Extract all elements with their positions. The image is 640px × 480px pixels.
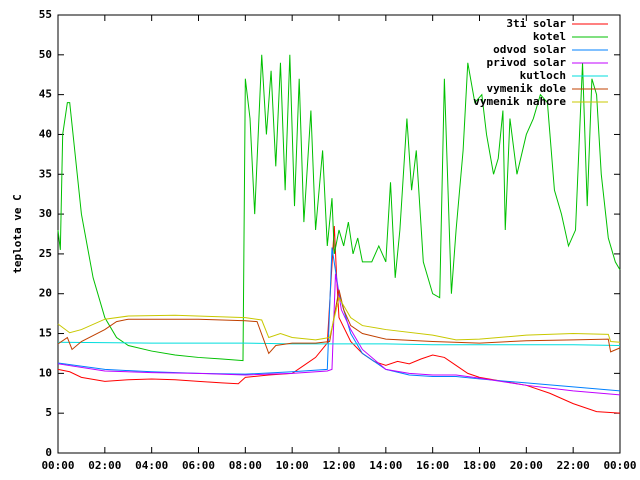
series-line xyxy=(57,273,621,396)
x-tick-label: 20:00 xyxy=(510,459,543,472)
legend-label: vymenik nahore xyxy=(473,95,566,108)
y-tick-label: 45 xyxy=(39,88,52,101)
legend-label: vymenik dole xyxy=(487,82,567,95)
x-tick-label: 16:00 xyxy=(416,459,449,472)
x-tick-label: 18:00 xyxy=(463,459,496,472)
legend-label: odvod solar xyxy=(493,43,566,56)
y-tick-label: 10 xyxy=(39,366,52,379)
x-tick-label: 06:00 xyxy=(182,459,215,472)
legend-label: 3ti solar xyxy=(506,17,566,30)
y-tick-label: 35 xyxy=(39,167,52,180)
series-line xyxy=(57,296,621,343)
series-line xyxy=(57,341,621,346)
series-line xyxy=(57,54,621,362)
legend-label: kotel xyxy=(533,30,566,43)
y-tick-label: 30 xyxy=(39,207,52,220)
y-tick-label: 55 xyxy=(39,8,52,21)
x-tick-label: 10:00 xyxy=(276,459,309,472)
y-axis-label: teplota ve C xyxy=(11,194,24,273)
y-tick-label: 0 xyxy=(45,446,52,459)
legend-label: privod solar xyxy=(487,56,567,69)
x-tick-label: 00:00 xyxy=(603,459,636,472)
x-tick-label: 12:00 xyxy=(322,459,355,472)
y-tick-label: 50 xyxy=(39,48,52,61)
x-tick-label: 00:00 xyxy=(41,459,74,472)
x-tick-label: 22:00 xyxy=(557,459,590,472)
y-tick-label: 5 xyxy=(45,406,52,419)
y-tick-label: 40 xyxy=(39,127,52,140)
series-line xyxy=(57,289,621,355)
x-tick-label: 02:00 xyxy=(88,459,121,472)
y-tick-label: 25 xyxy=(39,247,52,260)
x-tick-label: 14:00 xyxy=(369,459,402,472)
legend-label: kutloch xyxy=(520,69,566,82)
y-tick-label: 20 xyxy=(39,287,52,300)
x-tick-label: 04:00 xyxy=(135,459,168,472)
x-tick-label: 08:00 xyxy=(229,459,262,472)
y-tick-label: 15 xyxy=(39,327,52,340)
series-line xyxy=(57,226,621,414)
